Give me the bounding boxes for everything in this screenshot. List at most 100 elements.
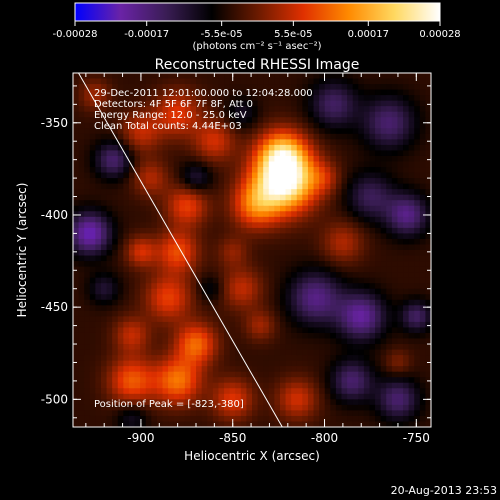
heatmap-cell <box>201 167 208 174</box>
heatmap-cell <box>375 421 382 427</box>
heatmap-cell <box>313 95 320 102</box>
heatmap-cell <box>307 205 315 212</box>
heatmap-cell <box>162 117 169 124</box>
heatmap-cell <box>212 272 220 279</box>
heatmap-cell <box>369 244 376 251</box>
heatmap-cell <box>196 211 203 218</box>
heatmap-cell <box>246 305 253 312</box>
heatmap-cell <box>319 399 326 406</box>
heatmap-cell <box>279 327 287 334</box>
heatmap-cell <box>240 266 248 273</box>
heatmap-cell <box>386 161 393 168</box>
heatmap-cell <box>268 360 275 367</box>
heatmap-cell <box>419 117 427 124</box>
heatmap-cell <box>408 266 415 273</box>
heatmap-cell <box>419 377 427 384</box>
heatmap-cell <box>218 244 225 251</box>
heatmap-cell <box>291 266 298 273</box>
heatmap-cell <box>240 155 248 163</box>
heatmap-cell <box>380 344 387 351</box>
heatmap-cell <box>263 73 270 80</box>
heatmap-cell <box>89 227 96 235</box>
heatmap-cell <box>369 178 376 185</box>
heatmap-cell <box>408 366 415 373</box>
heatmap-cell <box>403 415 410 423</box>
heatmap-cell <box>218 111 225 118</box>
heatmap-cell <box>274 128 281 135</box>
heatmap-cell <box>324 332 331 340</box>
heatmap-cell <box>218 84 225 91</box>
heatmap-cell <box>369 382 376 389</box>
heatmap-cell <box>358 144 365 152</box>
heatmap-cell <box>168 100 175 107</box>
heatmap-cell <box>285 117 292 124</box>
heatmap-cell <box>128 111 136 118</box>
heatmap-cell <box>156 133 164 140</box>
heatmap-cell <box>313 211 320 218</box>
heatmap-cell <box>218 393 225 400</box>
heatmap-cell <box>257 393 264 400</box>
heatmap-cell <box>173 371 180 378</box>
heatmap-cell <box>117 266 124 273</box>
heatmap-cell <box>89 222 96 229</box>
heatmap-cell <box>173 421 180 427</box>
heatmap-cell <box>369 155 376 163</box>
heatmap-cell <box>408 321 415 329</box>
heatmap-cell <box>173 84 180 91</box>
heatmap-cell <box>268 167 275 174</box>
heatmap-cell <box>73 244 80 251</box>
heatmap-cell <box>352 150 359 157</box>
heatmap-cell <box>156 128 164 135</box>
heatmap-cell <box>341 233 348 240</box>
heatmap-cell <box>84 183 91 190</box>
heatmap-cell <box>307 393 315 400</box>
heatmap-cell <box>235 250 242 257</box>
heatmap-cell <box>403 222 410 229</box>
heatmap-cell <box>145 106 152 113</box>
heatmap-cell <box>224 122 231 129</box>
heatmap-cell <box>128 155 136 163</box>
heatmap-cell <box>319 415 326 423</box>
heatmap-cell <box>78 128 85 135</box>
heatmap-cell <box>252 100 259 107</box>
heatmap-cell <box>73 84 80 91</box>
heatmap-cell <box>246 205 253 212</box>
heatmap-cell <box>196 128 203 135</box>
heatmap-cell <box>224 73 231 80</box>
heatmap-cell <box>252 327 259 334</box>
heatmap-cell <box>386 227 393 235</box>
heatmap-cell <box>263 128 270 135</box>
heatmap-cell <box>291 399 298 406</box>
heatmap-cell <box>335 349 343 356</box>
heatmap-cell <box>117 233 124 240</box>
heatmap-cell <box>386 100 393 107</box>
heatmap-cell <box>296 321 303 329</box>
heatmap-cell <box>403 238 410 246</box>
heatmap-cell <box>240 117 248 124</box>
heatmap-cell <box>324 388 331 395</box>
heatmap-cell <box>156 266 164 273</box>
heatmap-cell <box>397 216 404 223</box>
heatmap-cell <box>347 111 354 118</box>
heatmap-cell <box>224 332 231 340</box>
heatmap-cell <box>95 222 102 229</box>
heatmap-cell <box>319 89 326 96</box>
heatmap-cell <box>319 316 326 323</box>
heatmap-cell <box>128 382 136 389</box>
heatmap-cell <box>89 216 96 223</box>
heatmap-cell <box>352 272 359 279</box>
heatmap-cell <box>257 399 264 406</box>
heatmap-cell <box>380 178 387 185</box>
heatmap-cell <box>363 299 371 306</box>
heatmap-cell <box>84 277 91 284</box>
heatmap-cell <box>296 410 303 417</box>
heatmap-cell <box>73 377 80 384</box>
heatmap-cell <box>263 155 270 163</box>
heatmap-cell <box>263 299 270 306</box>
heatmap-cell <box>173 233 180 240</box>
heatmap-cell <box>352 421 359 427</box>
heatmap-cell <box>140 305 147 312</box>
heatmap-cell <box>190 144 197 152</box>
heatmap-cell <box>78 310 85 317</box>
heatmap-cell <box>391 410 399 417</box>
